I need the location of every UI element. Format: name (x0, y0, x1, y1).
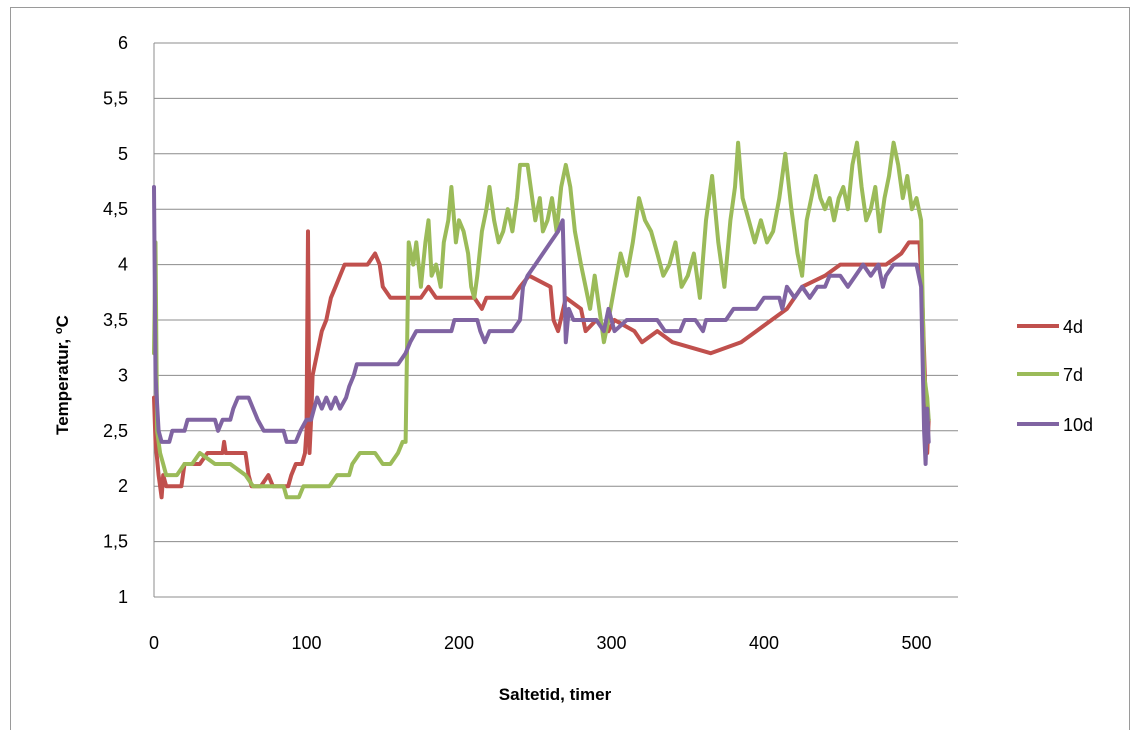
series-line-7d (152, 140, 931, 500)
series-line-10d (152, 185, 931, 466)
x-tick-label: 500 (901, 633, 931, 653)
y-axis-title: Temperatur, oC (53, 315, 72, 435)
y-tick-label: 6 (118, 33, 128, 53)
y-axis-title-main: Temperatur, (53, 334, 72, 435)
x-tick-label: 200 (444, 633, 474, 653)
x-tick-label: 0 (149, 633, 159, 653)
y-tick-label: 2 (118, 476, 128, 496)
y-tick-label: 4,5 (103, 199, 128, 219)
legend-label-7d: 7d (1063, 365, 1083, 385)
y-tick-label: 3,5 (103, 310, 128, 330)
y-axis-title-sup: o (53, 327, 65, 334)
series-lines (152, 140, 931, 500)
y-tick-label: 1 (118, 587, 128, 607)
series-line-4d (152, 229, 931, 500)
x-tick-labels: 0 100 200 300 400 500 (149, 633, 932, 653)
legend-label-4d: 4d (1063, 317, 1083, 337)
y-tick-label: 5 (118, 144, 128, 164)
x-axis-title: Saltetid, timer (499, 685, 612, 704)
x-tick-label: 100 (291, 633, 321, 653)
chart-frame (10, 7, 1130, 730)
y-tick-label: 1,5 (103, 532, 128, 552)
y-tick-label: 5,5 (103, 88, 128, 108)
y-tick-labels: 1 1,5 2 2,5 3 3,5 4 4,5 5 5,5 6 (103, 33, 128, 607)
x-tick-label: 400 (749, 633, 779, 653)
x-tick-label: 300 (596, 633, 626, 653)
y-tick-label: 4 (118, 255, 128, 275)
y-tick-label: 3 (118, 365, 128, 385)
legend-label-10d: 10d (1063, 415, 1093, 435)
legend: 4d 7d 10d (1017, 317, 1093, 435)
y-tick-label: 2,5 (103, 421, 128, 441)
gridlines (154, 42, 958, 543)
y-axis-title-unit: C (53, 315, 72, 327)
